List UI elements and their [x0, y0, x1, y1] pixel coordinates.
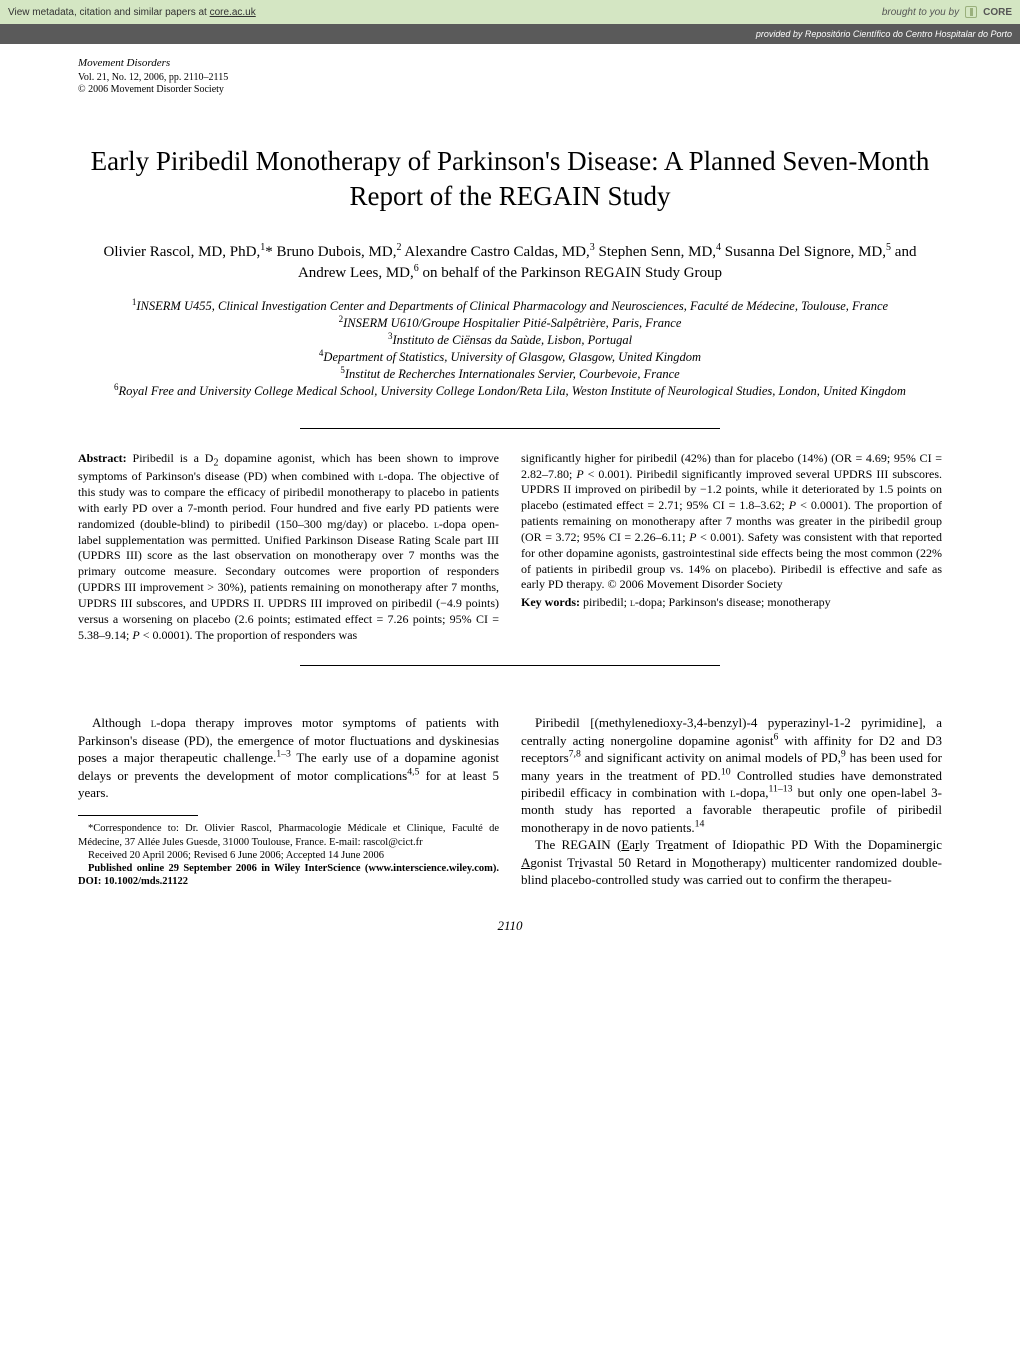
- body-right-p1: Piribedil [(methylenedioxy-3,4-benzyl)-4…: [521, 714, 942, 836]
- body-left-p1: Although l-dopa therapy improves motor s…: [78, 714, 499, 801]
- body-right: Piribedil [(methylenedioxy-3,4-benzyl)-4…: [521, 714, 942, 888]
- abstract-top-rule: [300, 428, 720, 429]
- page-content: Movement Disorders Vol. 21, No. 12, 2006…: [0, 44, 1020, 934]
- core-logo-icon: [965, 6, 977, 18]
- core-banner-right: brought to you by CORE: [882, 6, 1012, 18]
- footnote-3: Published online 29 September 2006 in Wi…: [78, 862, 499, 888]
- core-banner: View metadata, citation and similar pape…: [0, 0, 1020, 24]
- body-left: Although l-dopa therapy improves motor s…: [78, 714, 499, 888]
- footnote-2: Received 20 April 2006; Revised 6 June 2…: [78, 849, 499, 862]
- footnote-rule: [78, 815, 198, 816]
- core-link[interactable]: core.ac.uk: [210, 7, 256, 18]
- affil-1: 1INSERM U455, Clinical Investigation Cen…: [78, 298, 942, 315]
- journal-copyright: © 2006 Movement Disorder Society: [78, 84, 942, 96]
- keywords-label: Key words:: [521, 595, 580, 609]
- affiliations: 1INSERM U455, Clinical Investigation Cen…: [78, 298, 942, 399]
- abstract-columns: Abstract: Piribedil is a D2 dopamine ago…: [78, 451, 942, 644]
- abstract-bottom-rule: [300, 665, 720, 666]
- page-number: 2110: [78, 918, 942, 934]
- core-brought: brought to you by: [882, 7, 959, 18]
- keywords: piribedil; l-dopa; Parkinson's disease; …: [583, 595, 831, 609]
- core-banner-left[interactable]: View metadata, citation and similar pape…: [8, 7, 256, 18]
- title-block: Early Piribedil Monotherapy of Parkinson…: [78, 144, 942, 214]
- journal-name: Movement Disorders: [78, 56, 942, 70]
- body-right-p2: The REGAIN (Early Treatment of Idiopathi…: [521, 836, 942, 888]
- core-word: CORE: [983, 7, 1012, 18]
- affil-3: 3Instituto de Ciënsas da Saùde, Lisbon, …: [78, 332, 942, 349]
- article-title: Early Piribedil Monotherapy of Parkinson…: [78, 144, 942, 214]
- abstract-left: Abstract: Piribedil is a D2 dopamine ago…: [78, 451, 499, 644]
- abstract-right-text: significantly higher for piribedil (42%)…: [521, 451, 942, 592]
- affil-5: 5Institut de Recherches Internationales …: [78, 366, 942, 383]
- authors-line: Olivier Rascol, MD, PhD,1* Bruno Dubois,…: [78, 242, 942, 284]
- body-columns: Although l-dopa therapy improves motor s…: [78, 714, 942, 888]
- affil-4: 4Department of Statistics, University of…: [78, 349, 942, 366]
- footnotes: *Correspondence to: Dr. Olivier Rascol, …: [78, 822, 499, 888]
- provided-by-bar: provided by Repositório Científico do Ce…: [0, 24, 1020, 44]
- footnote-1: *Correspondence to: Dr. Olivier Rascol, …: [78, 822, 499, 848]
- affil-6: 6Royal Free and University College Medic…: [78, 383, 942, 400]
- core-banner-text: View metadata, citation and similar pape…: [8, 7, 210, 18]
- provided-text: provided by Repositório Científico do Ce…: [756, 29, 1012, 39]
- journal-vol: Vol. 21, No. 12, 2006, pp. 2110–2115: [78, 72, 942, 84]
- affil-2: 2INSERM U610/Groupe Hospitalier Pitié-Sa…: [78, 315, 942, 332]
- abstract-right: significantly higher for piribedil (42%)…: [521, 451, 942, 644]
